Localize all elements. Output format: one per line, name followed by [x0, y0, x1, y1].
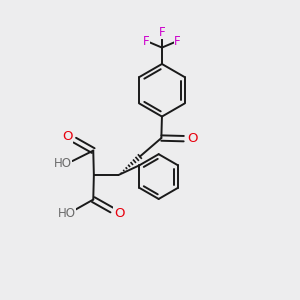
Text: HO: HO — [54, 157, 72, 169]
Text: HO: HO — [57, 207, 75, 220]
Text: O: O — [187, 132, 197, 145]
Text: O: O — [62, 130, 73, 143]
Text: F: F — [143, 34, 150, 47]
Text: O: O — [114, 207, 124, 220]
Text: F: F — [174, 34, 181, 47]
Text: F: F — [159, 26, 165, 38]
